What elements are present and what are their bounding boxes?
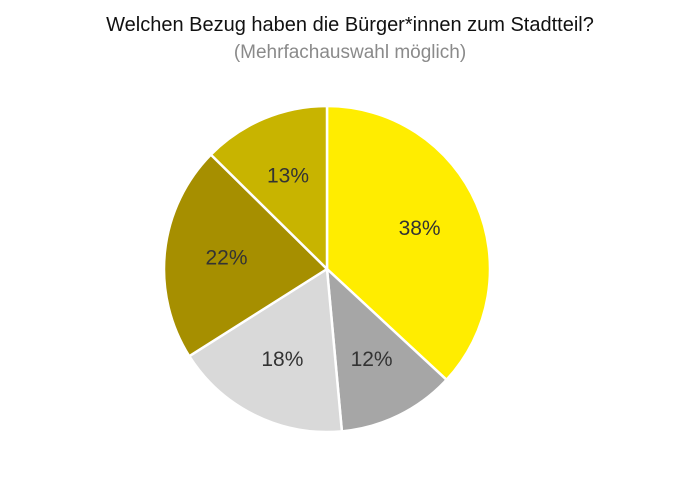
pie-slice-3 xyxy=(188,267,344,434)
slice-label-5: 13% xyxy=(267,164,309,187)
slice-label-3: 18% xyxy=(261,348,303,371)
slice-label-2: 12% xyxy=(351,348,393,371)
pie-slice-5 xyxy=(209,104,329,271)
slice-label-4: 22% xyxy=(205,247,247,270)
pie-slice-1 xyxy=(325,104,492,382)
slice-label-1: 38% xyxy=(399,217,441,240)
pie-slice-2 xyxy=(325,267,448,433)
chart-subtitle: (Mehrfachauswahl möglich) xyxy=(233,42,467,63)
chart-title: Welchen Bezug haben die Bürger*innen zum… xyxy=(106,14,594,36)
pie-slice-4 xyxy=(162,153,329,358)
